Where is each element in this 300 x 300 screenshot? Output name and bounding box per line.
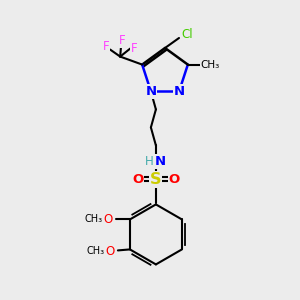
Text: Cl: Cl (181, 28, 193, 40)
Text: F: F (103, 40, 110, 53)
Text: S: S (150, 172, 162, 187)
Text: CH₃: CH₃ (87, 246, 105, 256)
Text: N: N (173, 85, 185, 98)
Text: O: O (103, 213, 112, 226)
Text: N: N (145, 85, 157, 98)
Text: CH₃: CH₃ (85, 214, 103, 224)
Text: N: N (154, 155, 166, 168)
Text: O: O (168, 173, 179, 186)
Text: F: F (131, 42, 137, 55)
Text: CH₃: CH₃ (200, 60, 220, 70)
Text: F: F (119, 34, 125, 47)
Text: O: O (132, 173, 143, 186)
Text: H: H (145, 155, 153, 168)
Text: O: O (105, 245, 115, 258)
